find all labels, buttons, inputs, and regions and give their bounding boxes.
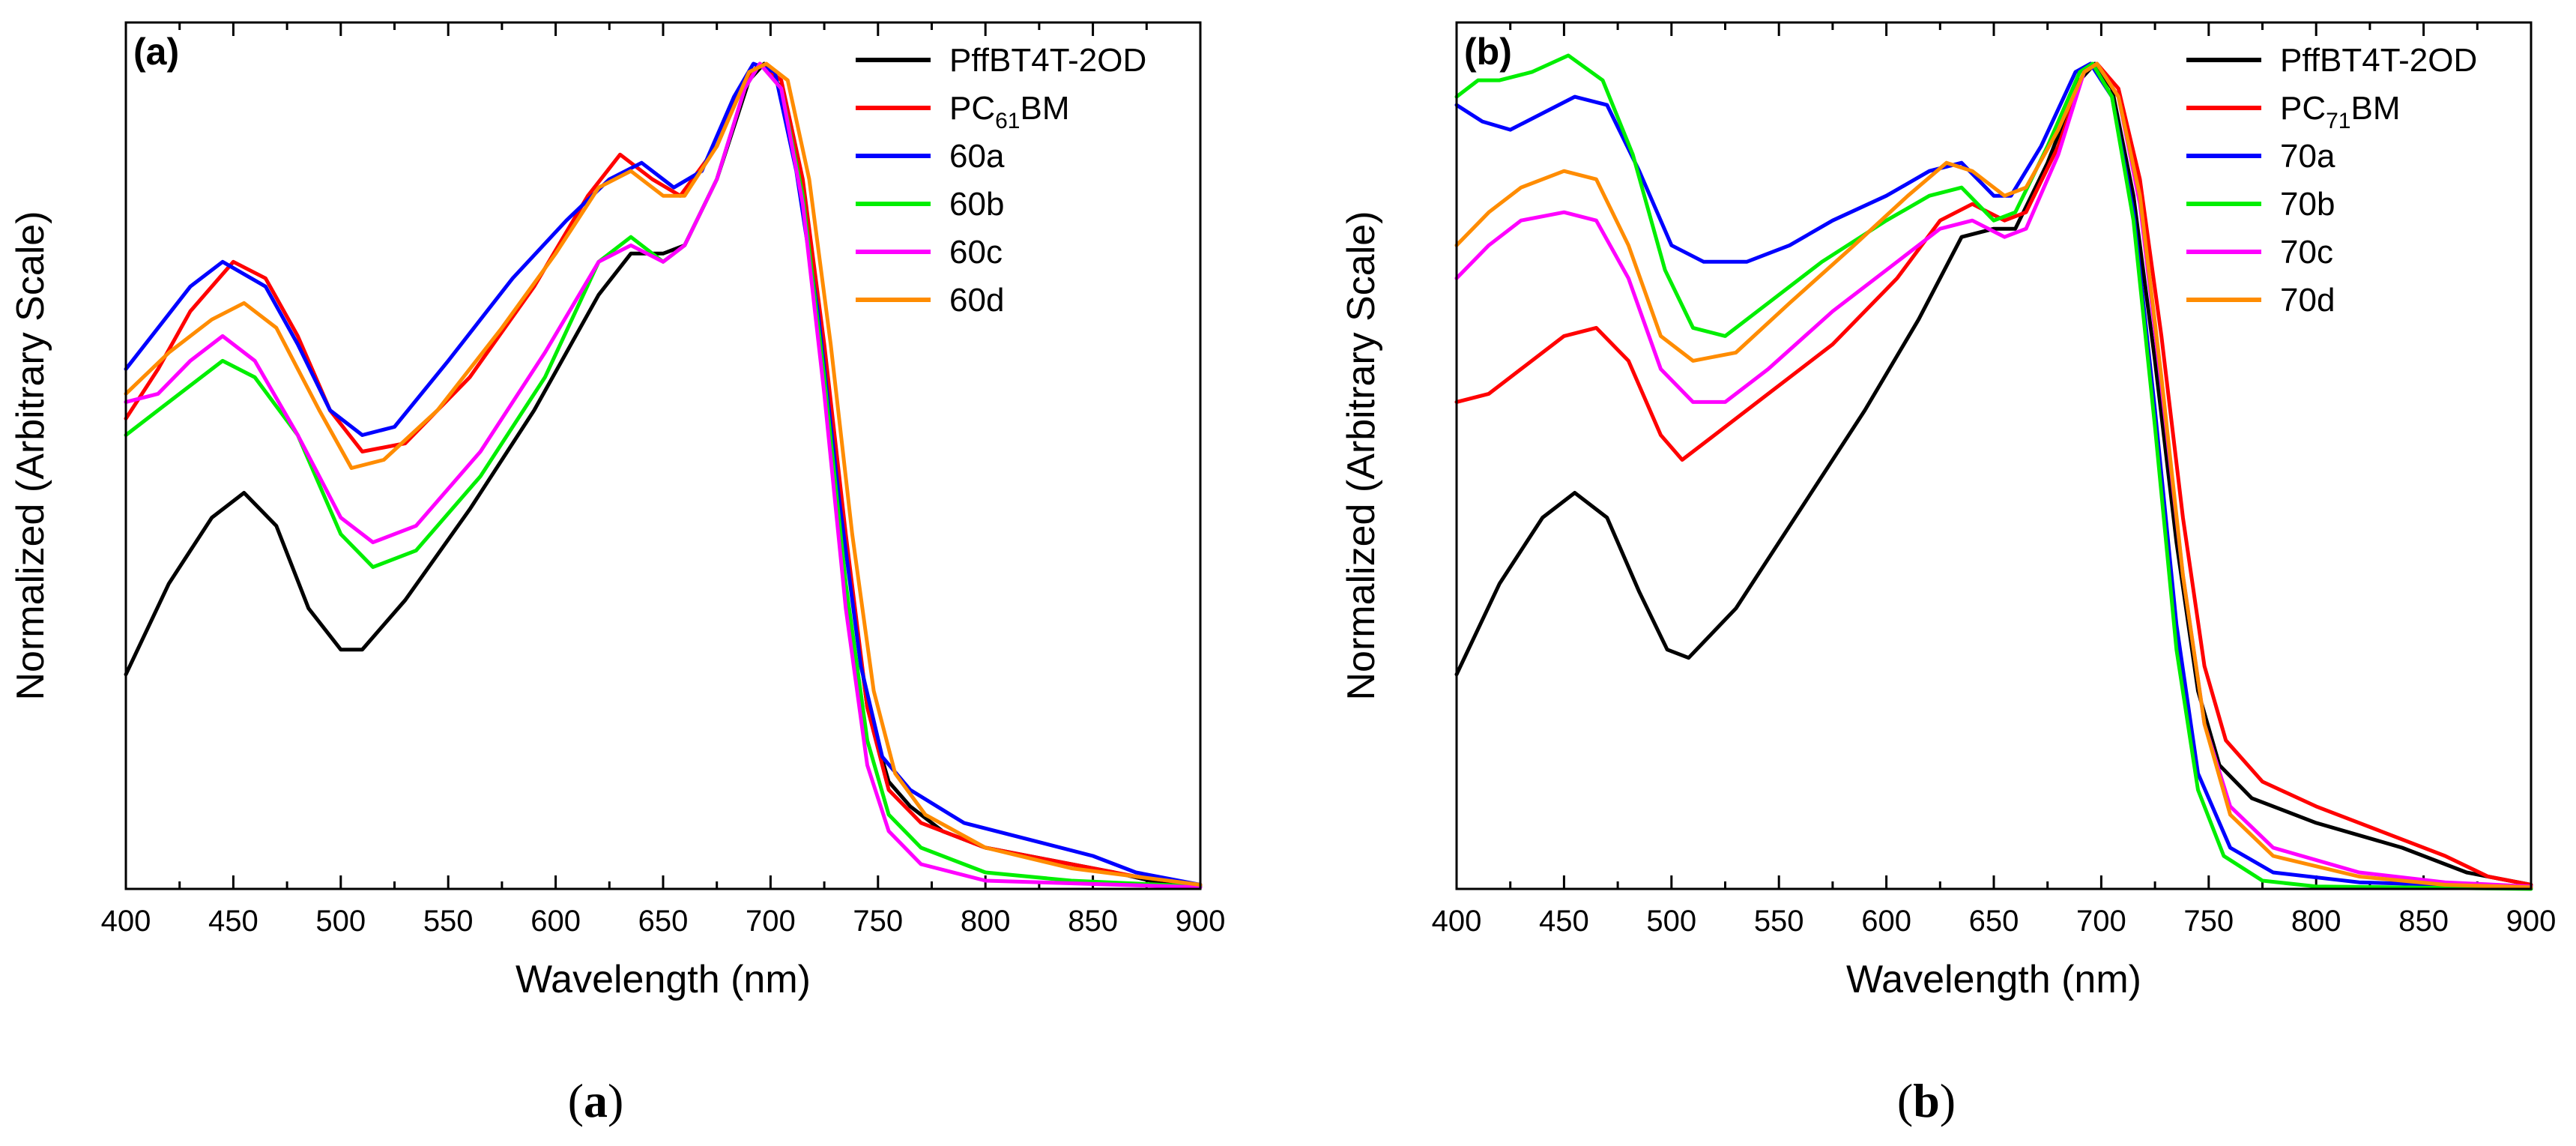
panel-b-legend-name: PC — [2280, 90, 2326, 127]
panel-b-legend-name-suffix: BM — [2351, 90, 2401, 127]
panel-b-xtick-label: 700 — [2076, 905, 2126, 938]
panel-a-xtick-label: 800 — [961, 905, 1011, 938]
panel-b-legend-name: PffBT4T-2OD — [2280, 42, 2477, 79]
panel-b: 400 450 500 550 600 650 700 750 800 850 900 (b) Wa… — [1340, 21, 2557, 1127]
panel-b-xtick-label: 400 — [1432, 905, 1482, 938]
panel-b-caption-open: ( — [1897, 1074, 1913, 1127]
panel-b-caption-close: ) — [1940, 1074, 1956, 1127]
panel-a-xtick-label: 700 — [746, 905, 796, 938]
panel-b-legend-label: PffBT4T-2OD — [2280, 42, 2477, 79]
panel-a-legend-label: 60b — [949, 186, 1004, 223]
panel-a-legend-name: 60d — [949, 282, 1004, 319]
panel-a-legend-label: PC61BM — [949, 90, 1070, 133]
panel-b-xtick-label: 800 — [2291, 905, 2341, 938]
panel-b-legend-subscript: 71 — [2326, 109, 2350, 133]
panel-a-legend-label: 60a — [949, 138, 1005, 175]
panel-b-ticks — [1455, 22, 2533, 889]
panel-b-xtick-label: 650 — [1969, 905, 2019, 938]
panel-a-caption-open: ( — [568, 1074, 584, 1127]
panel-b-series-1 — [1454, 61, 2533, 887]
panel-a-xtick-label: 850 — [1068, 905, 1118, 938]
panel-b-series — [1454, 53, 2533, 891]
panel-a-series-6 — [124, 61, 1203, 887]
panel-a-ticks — [124, 22, 1202, 889]
panel-a-legend-name: 60c — [949, 234, 1003, 271]
panel-a-series-5 — [124, 61, 1203, 890]
panel-a-legend-subscript: 61 — [995, 109, 1020, 133]
panel-b-xtick-label: 600 — [1861, 905, 1911, 938]
panel-b-legend-label: 70c — [2280, 234, 2333, 271]
panel-a-label: (a) — [133, 31, 179, 73]
panel-b-xtick-label: 850 — [2398, 905, 2449, 938]
panel-a-y-axis-label: Normalized (Arbitrary Scale) — [9, 211, 52, 700]
panel-a-caption-letter: a — [584, 1074, 608, 1127]
panel-a-xtick-label: 650 — [638, 905, 689, 938]
panel-b-legend-label: 70a — [2280, 138, 2335, 175]
panel-b-caption-letter: b — [1913, 1074, 1940, 1127]
panel-a-xtick-label: 500 — [315, 905, 366, 938]
panel-b-series-2 — [1454, 61, 2533, 887]
panel-b-legend-label: PC71BM — [2280, 90, 2401, 133]
panel-b-series-6 — [1454, 61, 2533, 890]
panel-b-legend-name: 70b — [2280, 186, 2335, 223]
panel-b-xtick-label: 900 — [2506, 905, 2557, 938]
panel-a-xtick-label: 550 — [423, 905, 474, 938]
panel-a-tick-labels: 400 450 500 550 600 650 700 750 800 850 900 — [101, 905, 1226, 938]
panel-b-xtick-label: 500 — [1646, 905, 1696, 938]
panel-b-tick-labels: 400 450 500 550 600 650 700 750 800 850 900 — [1432, 905, 2557, 938]
panel-b-legend-label: 70b — [2280, 186, 2335, 223]
panel-b-legend-name: 70a — [2280, 138, 2335, 175]
panel-a-xtick-label: 750 — [853, 905, 903, 938]
panel-a-legend-name: PC — [949, 90, 995, 127]
panel-a-series-3 — [124, 61, 1203, 887]
panel-a-legend-name: PffBT4T-2OD — [949, 42, 1146, 79]
panel-b-y-axis-label: Normalized (Arbitrary Scale) — [1340, 211, 1383, 700]
panel-b-xtick-label: 550 — [1754, 905, 1804, 938]
panel-a-xtick-label: 600 — [530, 905, 581, 938]
panel-b-xtick-label: 450 — [1539, 905, 1589, 938]
panel-a-legend: PffBT4T-2OD PC61BM 60a 60b 60c 60d — [856, 42, 1146, 319]
panel-a-xtick-label: 900 — [1176, 905, 1226, 938]
panel-b-series-3 — [1454, 61, 2533, 890]
panel-a-x-axis-label: Wavelength (nm) — [515, 958, 811, 1001]
panel-a-caption: (a) — [568, 1074, 624, 1127]
panel-b-label: (b) — [1464, 31, 1512, 73]
panel-a-legend-name: 60a — [949, 138, 1005, 175]
panel-b-legend-name: 70d — [2280, 282, 2335, 319]
panel-b-caption: (b) — [1897, 1074, 1956, 1127]
panel-a-legend-label: 60c — [949, 234, 1003, 271]
panel-a-series — [124, 61, 1203, 890]
panel-b-legend-name: 70c — [2280, 234, 2333, 271]
panel-a-xtick-label: 450 — [208, 905, 258, 938]
panel-b-xtick-label: 750 — [2183, 905, 2234, 938]
panel-a-series-2 — [124, 61, 1203, 887]
panel-b-series-4 — [1454, 53, 2533, 891]
panel-a-legend-name-suffix: BM — [1021, 90, 1070, 127]
panel-b-legend-label: 70d — [2280, 282, 2335, 319]
panel-b-frame — [1455, 21, 2533, 890]
panel-a-xtick-label: 400 — [101, 905, 151, 938]
panel-b-legend: PffBT4T-2OD PC71BM 70a 70b 70c 70d — [2186, 42, 2477, 319]
panel-a: 400 450 500 550 600 650 700 750 800 850 900 (a) Wa… — [9, 21, 1226, 1127]
panel-a-legend-label: 60d — [949, 282, 1004, 319]
panel-a-frame — [124, 21, 1202, 890]
panel-a-legend-label: PffBT4T-2OD — [949, 42, 1146, 79]
panel-a-legend-name: 60b — [949, 186, 1004, 223]
panel-b-x-axis-label: Wavelength (nm) — [1846, 958, 2141, 1001]
panel-a-caption-close: ) — [608, 1074, 623, 1127]
